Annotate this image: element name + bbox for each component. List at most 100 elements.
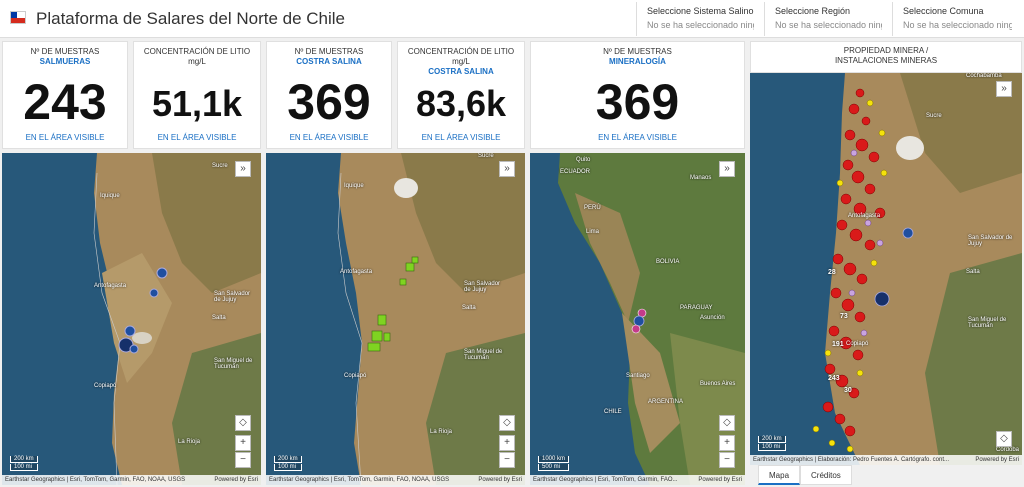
powered-by-esri: Powered by Esri bbox=[214, 477, 258, 483]
page-title: Plataforma de Salares del Norte de Chile bbox=[36, 9, 345, 28]
kpi-value: 243 bbox=[23, 74, 107, 130]
map-label: Sucre bbox=[926, 113, 942, 119]
map-attribution: Earthstar Geographics | Esri, TomTom, Ga… bbox=[2, 475, 261, 485]
selector-placeholder: No se ha seleccionado ningun... bbox=[647, 20, 754, 30]
collapse-icon[interactable]: » bbox=[499, 161, 515, 177]
map-label: BOLIVIA bbox=[656, 259, 680, 265]
map-label: Iquique bbox=[100, 193, 120, 199]
map-scale: 200 km 100 mi bbox=[274, 455, 302, 471]
map-label: San Miguel de Tucumán bbox=[214, 358, 253, 370]
app-header: Plataforma de Salares del Norte de Chile… bbox=[0, 0, 1024, 38]
map-label: Copiapó bbox=[846, 341, 869, 347]
kpi-title: CONCENTRACIÓN DE LITIO mg/L bbox=[143, 47, 251, 66]
map-label: Manaos bbox=[690, 175, 712, 181]
map-propiedad-minera[interactable]: Cochabamba Sucre Antofagasta San Salvado… bbox=[750, 73, 1022, 465]
kpi-title: Nº DE MUESTRAS COSTRA SALINA bbox=[294, 47, 364, 66]
mineras-markers bbox=[812, 88, 914, 453]
selector-label: Seleccione Comuna bbox=[903, 6, 984, 16]
map-label: CHILE bbox=[604, 409, 622, 415]
map-scale: 200 km 100 mi bbox=[10, 455, 38, 471]
tab-creditos[interactable]: Créditos bbox=[800, 465, 852, 485]
map-label: Salta bbox=[212, 315, 226, 321]
kpi-salmueras-count: Nº DE MUESTRAS SALMUERAS 243 EN EL ÁREA V… bbox=[2, 41, 128, 149]
zoom-out-button[interactable]: − bbox=[499, 452, 515, 468]
map-terrain bbox=[266, 153, 525, 485]
map-label: Copiapó bbox=[344, 373, 367, 379]
map-label: San Salvador de Jujuy bbox=[464, 281, 501, 293]
zoom-in-button[interactable]: + bbox=[719, 435, 735, 451]
tab-mapa[interactable]: Mapa bbox=[758, 465, 801, 485]
collapse-icon[interactable]: » bbox=[996, 81, 1012, 97]
cluster-label: 191 bbox=[832, 341, 844, 348]
selector-region[interactable]: Seleccione Región No se ha seleccionado … bbox=[764, 2, 892, 36]
selector-placeholder: No se ha seleccionado ningun... bbox=[903, 20, 1012, 30]
map-scale: 1000 km 500 mi bbox=[538, 455, 570, 471]
powered-by-esri: Powered by Esri bbox=[698, 477, 742, 483]
selector-comuna[interactable]: Seleccione Comuna No se ha seleccionado … bbox=[892, 2, 1022, 36]
map-label: Salta bbox=[966, 269, 980, 275]
kpi-salmueras-litio: CONCENTRACIÓN DE LITIO mg/L 51,1k EN EL … bbox=[133, 41, 261, 149]
map-costra-salina[interactable]: Sucre Iquique Antofagasta San Salvador d… bbox=[266, 153, 525, 485]
map-label: Quito bbox=[576, 157, 591, 163]
kpi-title: Nº DE MUESTRAS SALMUERAS bbox=[30, 47, 100, 66]
panel-title: PROPIEDAD MINERA / INSTALACIONES MINERAS bbox=[834, 46, 938, 65]
kpi-value: 369 bbox=[287, 74, 371, 130]
locate-icon[interactable]: ◇ bbox=[499, 415, 515, 431]
map-label: La Rioja bbox=[430, 429, 453, 435]
map-label: Santiago bbox=[626, 373, 650, 379]
kpi-value: 369 bbox=[595, 74, 680, 130]
map-label: PARAGUAY bbox=[680, 305, 713, 311]
map-label: Lima bbox=[586, 229, 600, 235]
locate-icon[interactable]: ◇ bbox=[719, 415, 735, 431]
map-attribution: Earthstar Geographics | Esri, TomTom, Ga… bbox=[530, 475, 745, 485]
cluster-label: 73 bbox=[840, 313, 848, 320]
zoom-in-button[interactable]: + bbox=[499, 435, 515, 451]
map-label: Salta bbox=[462, 305, 476, 311]
zoom-in-button[interactable]: + bbox=[235, 435, 251, 451]
selector-sistema-salino[interactable]: Seleccione Sistema Salino No se ha selec… bbox=[636, 2, 764, 36]
map-label: San Salvador de Jujuy bbox=[214, 291, 251, 303]
map-label: Cochabamba bbox=[966, 73, 1002, 79]
kpi-title: CONCENTRACIÓN DE LITIO mg/L COSTRA SALINA bbox=[407, 47, 515, 76]
map-label: Buenos Aires bbox=[700, 381, 736, 387]
map-label: San Miguel de Tucumán bbox=[464, 349, 503, 361]
collapse-icon[interactable]: » bbox=[235, 161, 251, 177]
cluster-label: 30 bbox=[844, 387, 852, 394]
kpi-costra-litio: CONCENTRACIÓN DE LITIO mg/L COSTRA SALINA… bbox=[397, 41, 525, 149]
selector-label: Seleccione Sistema Salino bbox=[647, 6, 754, 16]
map-salmueras[interactable]: Sucre Iquique Antofagasta San Salvador d… bbox=[2, 153, 261, 485]
map-label: ARGENTINA bbox=[648, 399, 684, 405]
propiedad-minera-header: PROPIEDAD MINERA / INSTALACIONES MINERAS bbox=[750, 41, 1022, 73]
kpi-footer: EN EL ÁREA VISIBLE bbox=[598, 133, 677, 142]
map-label: Asunción bbox=[700, 315, 725, 321]
chile-flag-icon bbox=[10, 11, 26, 24]
kpi-value: 51,1k bbox=[151, 83, 243, 124]
map-mineralogia[interactable]: Quito ECUADOR Manaos PERÚ Lima BOLIVIA P… bbox=[530, 153, 745, 485]
map-label: San Salvador de Jujuy bbox=[968, 235, 1013, 247]
salmueras-markers bbox=[118, 267, 168, 354]
kpi-costra-count: Nº DE MUESTRAS COSTRA SALINA 369 EN EL ÁR… bbox=[266, 41, 392, 149]
locate-icon[interactable]: ◇ bbox=[235, 415, 251, 431]
zoom-out-button[interactable]: − bbox=[235, 452, 251, 468]
costra-markers bbox=[367, 256, 419, 352]
selector-placeholder: No se ha seleccionado ningun... bbox=[775, 20, 882, 30]
map-terrain bbox=[750, 73, 1022, 465]
collapse-icon[interactable]: » bbox=[719, 161, 735, 177]
map-attribution: Earthstar Geographics | Elaboración: Ped… bbox=[750, 455, 1022, 465]
zoom-out-button[interactable]: − bbox=[719, 452, 735, 468]
cluster-label: 243 bbox=[828, 375, 840, 382]
locate-icon[interactable]: ◇ bbox=[996, 431, 1012, 447]
map-label: Sucre bbox=[478, 153, 494, 159]
map-terrain bbox=[2, 153, 261, 485]
map-label: San Miguel de Tucumán bbox=[968, 317, 1007, 329]
map-label: La Rioja bbox=[178, 439, 201, 445]
map-label: PERÚ bbox=[584, 205, 601, 211]
powered-by-esri: Powered by Esri bbox=[975, 457, 1019, 463]
map-label: Sucre bbox=[212, 163, 228, 169]
map-label: Córdoba bbox=[996, 447, 1020, 453]
map-terrain bbox=[530, 153, 745, 485]
map-label: Antofagasta bbox=[848, 213, 881, 219]
powered-by-esri: Powered by Esri bbox=[478, 477, 522, 483]
cluster-label: 28 bbox=[828, 269, 836, 276]
map-label: Iquique bbox=[344, 183, 364, 189]
